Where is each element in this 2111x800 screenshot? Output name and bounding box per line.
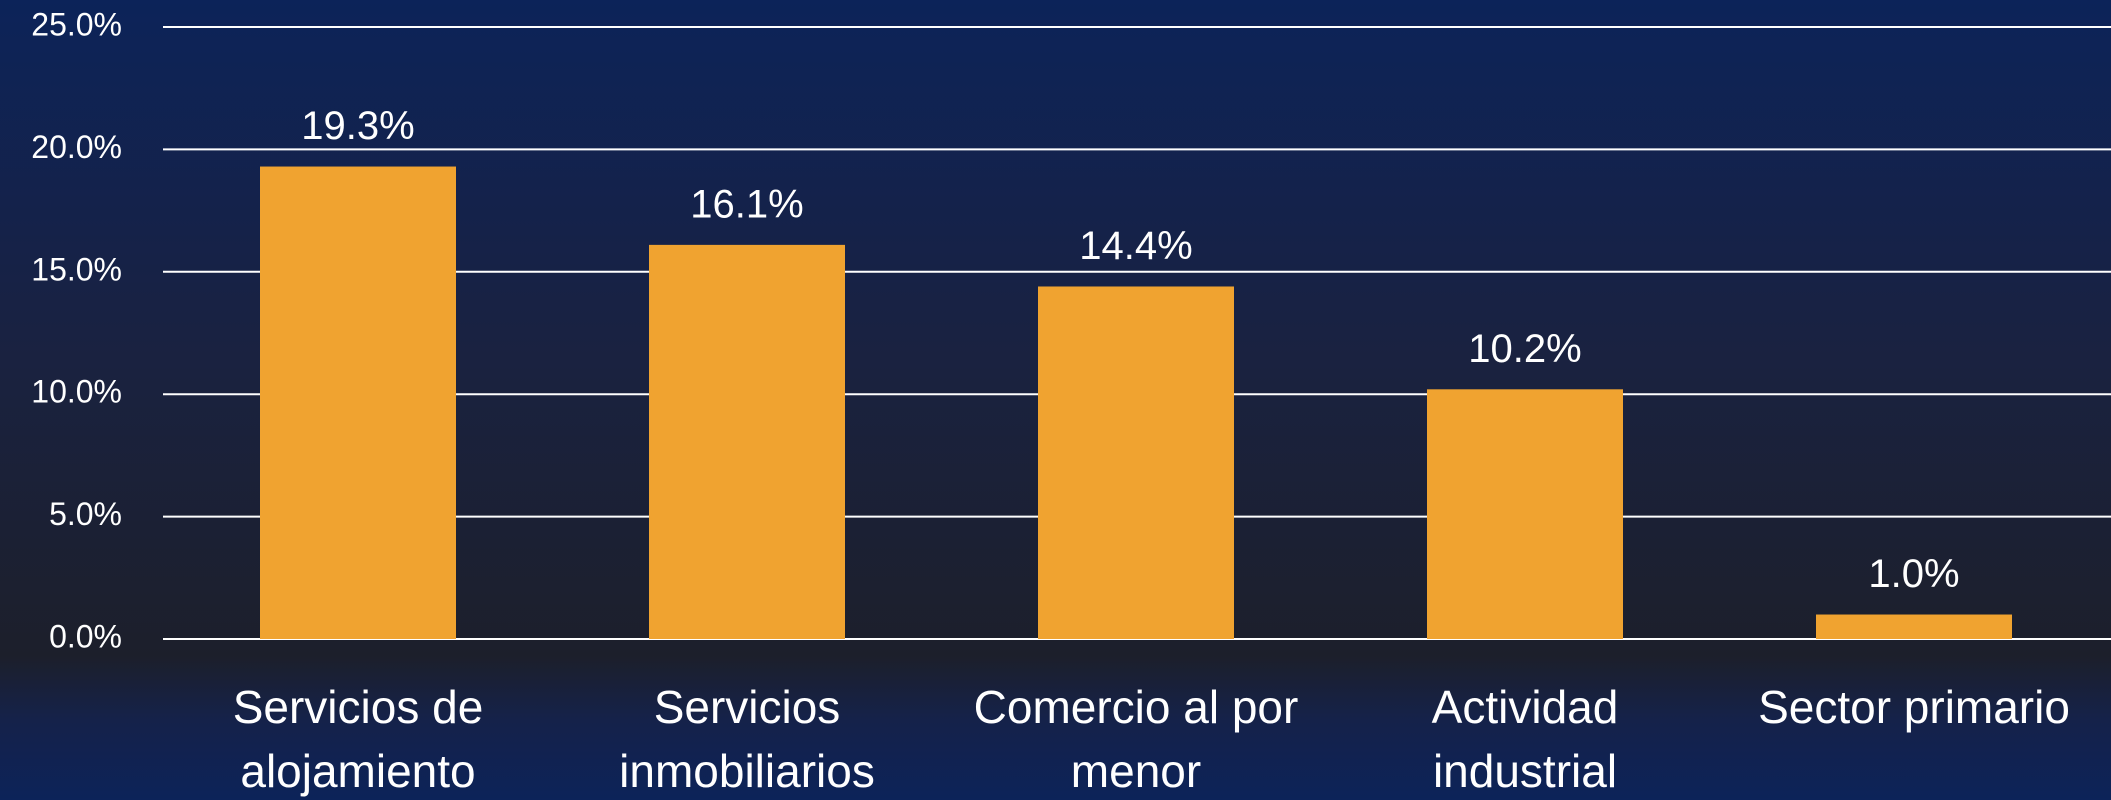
value-label: 14.4%	[1079, 224, 1192, 268]
x-tick-label: Comercio al por menor	[973, 681, 1299, 797]
x-tick-label: Servicios de alojamiento	[232, 681, 484, 797]
y-tick-label: 10.0%	[31, 374, 122, 410]
value-label: 1.0%	[1868, 552, 1959, 596]
x-tick-label: Servicios inmobiliarios	[619, 681, 875, 797]
y-tick-label: 15.0%	[31, 251, 122, 287]
y-tick-label: 5.0%	[49, 496, 122, 532]
x-tick-label: Actividad industrial	[1431, 681, 1619, 797]
value-label: 10.2%	[1468, 327, 1581, 371]
x-tick-label: Sector primario	[1758, 681, 2070, 733]
bar	[260, 166, 456, 639]
bar	[1816, 614, 2012, 639]
bar	[649, 244, 845, 639]
y-tick-label: 25.0%	[31, 6, 122, 42]
value-label: 16.1%	[690, 182, 803, 226]
y-tick-label: 0.0%	[49, 618, 122, 654]
bar	[1038, 286, 1234, 639]
bar	[1427, 389, 1623, 639]
value-label: 19.3%	[301, 104, 414, 148]
y-tick-label: 20.0%	[31, 129, 122, 165]
